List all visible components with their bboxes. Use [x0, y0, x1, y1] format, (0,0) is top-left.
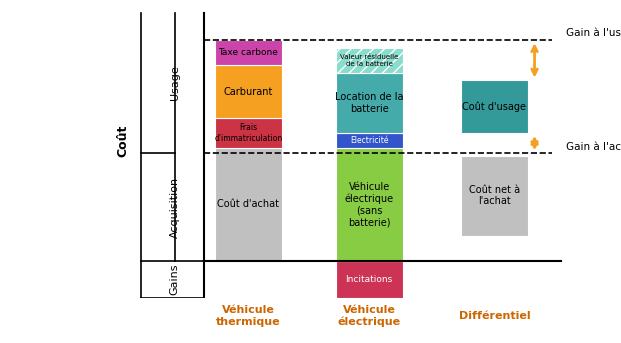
- Text: Usage: Usage: [170, 66, 179, 100]
- Text: Valeur résiduelle
de la batterie: Valeur résiduelle de la batterie: [340, 54, 398, 67]
- Bar: [215, 40, 282, 66]
- Text: Gain à l'usage: Gain à l'usage: [566, 27, 621, 38]
- Text: Gain à l'achat: Gain à l'achat: [566, 142, 621, 152]
- Bar: [335, 73, 402, 133]
- Text: Coût d'usage: Coût d'usage: [462, 102, 527, 112]
- Bar: [461, 81, 528, 133]
- Bar: [461, 156, 528, 236]
- Text: Différentiel: Différentiel: [458, 311, 530, 321]
- Bar: [335, 261, 402, 298]
- Text: Taxe carbone: Taxe carbone: [219, 48, 278, 57]
- Text: Incitations: Incitations: [345, 275, 392, 284]
- Text: Véhicule
électrique: Véhicule électrique: [338, 305, 401, 327]
- Bar: [215, 148, 282, 261]
- Text: Gains: Gains: [170, 264, 179, 295]
- Text: Coût: Coût: [117, 125, 130, 157]
- Bar: [335, 48, 402, 73]
- Text: Véhicule
thermique: Véhicule thermique: [216, 305, 281, 327]
- Text: Location de la
batterie: Location de la batterie: [335, 92, 404, 114]
- Text: Electricité: Electricité: [350, 136, 388, 145]
- Bar: [215, 118, 282, 148]
- Bar: [335, 148, 402, 261]
- Text: Frais
d'immatriculation: Frais d'immatriculation: [214, 123, 283, 143]
- Bar: [215, 66, 282, 118]
- Text: Véhicule
électrique
(sans
batterie): Véhicule électrique (sans batterie): [345, 182, 394, 227]
- Text: Coût d'achat: Coût d'achat: [217, 200, 279, 210]
- Text: Acquisition: Acquisition: [170, 176, 179, 237]
- Text: Coût net à
l'achat: Coût net à l'achat: [469, 185, 520, 206]
- Bar: [335, 133, 402, 148]
- Text: Carburant: Carburant: [224, 87, 273, 97]
